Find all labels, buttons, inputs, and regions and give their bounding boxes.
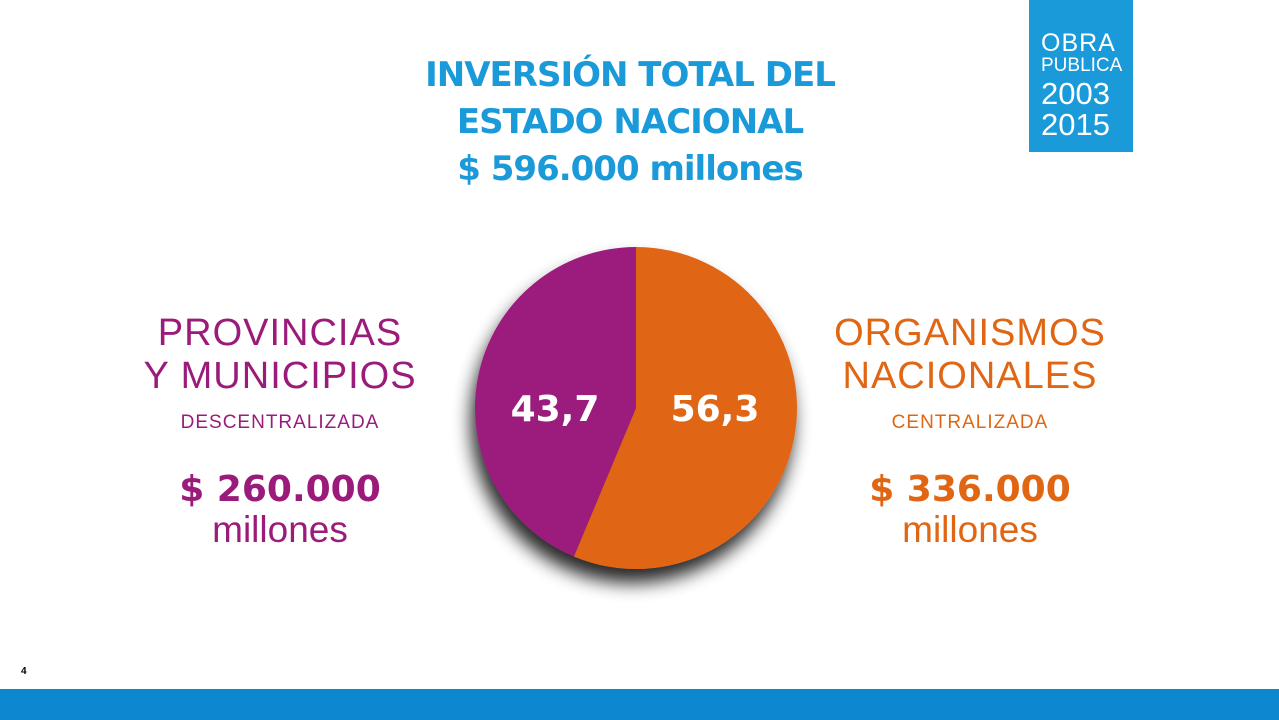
title-line-2: ESTADO NACIONAL [456, 102, 804, 142]
pie-slice-provincias [474, 247, 636, 557]
right-amount-unit: millones [902, 509, 1038, 550]
pie-slices [474, 247, 797, 569]
title-line-1: INVERSIÓN TOTAL DEL [425, 55, 836, 95]
badge-year-start: 2003 [1041, 76, 1110, 111]
footer-bar [0, 689, 1279, 720]
pie-label-organismos: 56,3 [671, 389, 760, 430]
badge-line-1: OBRA [1041, 29, 1116, 57]
right-panel-organismos: ORGANISMOS NACIONALES CENTRALIZADA $ 336… [800, 312, 1140, 550]
pie-slice-organismos [573, 247, 797, 569]
badge-line-2: PUBLICA [1041, 55, 1123, 76]
left-name-line-2: Y MUNICIPIOS [143, 355, 417, 397]
right-name-line-2: NACIONALES [842, 355, 1098, 397]
right-subtitle: CENTRALIZADA [891, 412, 1049, 433]
left-subtitle: DESCENTRALIZADA [180, 412, 380, 433]
left-amount: $ 260.000 [179, 469, 381, 510]
left-panel-provincias: PROVINCIAS Y MUNICIPIOS DESCENTRALIZADA … [110, 312, 450, 550]
right-amount: $ 336.000 [869, 469, 1071, 510]
badge-year-end: 2015 [1041, 107, 1110, 142]
pie-chart: 43,7 56,3 [466, 247, 811, 593]
obra-publica-badge: OBRA PUBLICA 2003 2015 [1029, 0, 1133, 152]
pie-labels: 43,7 56,3 [511, 389, 760, 430]
title-total-amount: $ 596.000 millones [457, 149, 803, 189]
chart-title: INVERSIÓN TOTAL DEL ESTADO NACIONAL $ 59… [330, 52, 930, 193]
left-amount-unit: millones [212, 509, 348, 550]
pie-label-provincias: 43,7 [511, 389, 600, 430]
right-name-line-1: ORGANISMOS [834, 312, 1106, 354]
left-name-line-1: PROVINCIAS [157, 312, 403, 354]
pie-svg: 43,7 56,3 [474, 247, 797, 569]
page-number: 4 [21, 666, 27, 677]
